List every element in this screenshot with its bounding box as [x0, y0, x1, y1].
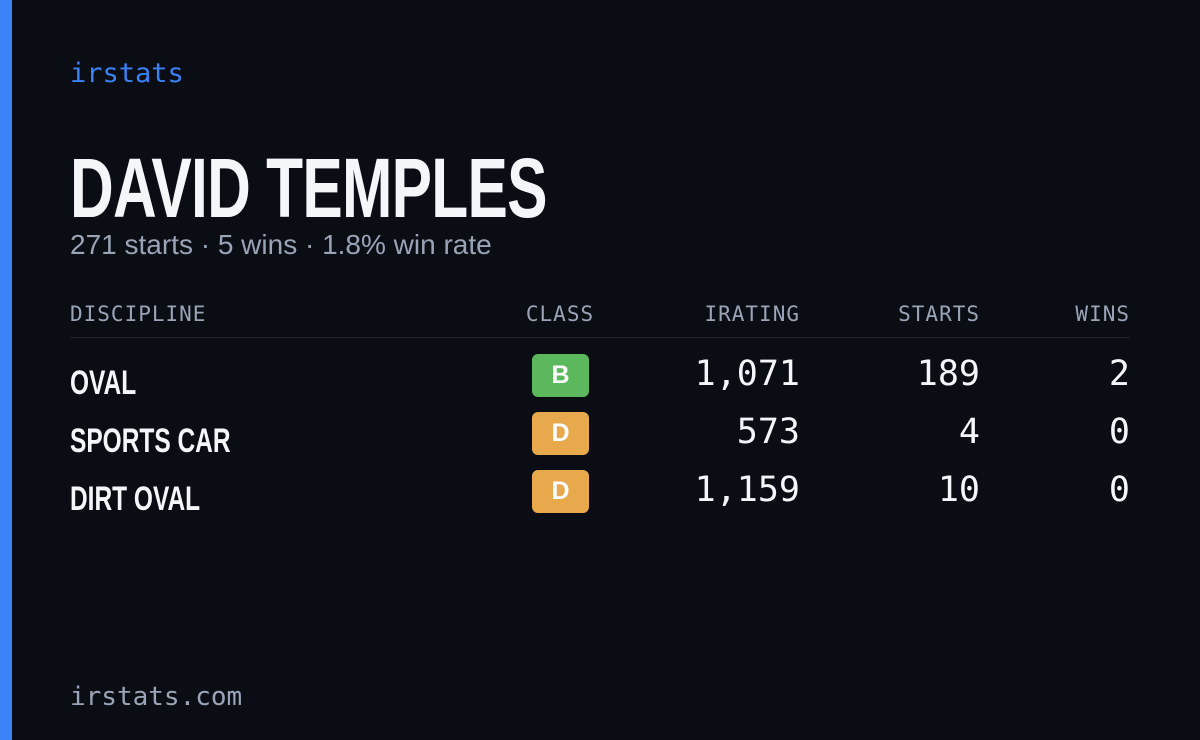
- column-header: DISCIPLINE: [70, 302, 207, 326]
- irating-value: 1,159: [694, 470, 800, 510]
- driver-summary: 271 starts · 5 wins · 1.8% win rate: [70, 229, 492, 260]
- discipline: SPORTS CAR: [70, 422, 231, 460]
- column-header: WINS: [1075, 302, 1130, 326]
- class-badge: D: [532, 470, 589, 513]
- header-rule: [70, 337, 1130, 338]
- brand: irstats: [70, 58, 184, 89]
- class-badge: B: [532, 354, 589, 397]
- starts-value: 189: [916, 354, 980, 394]
- column-header: STARTS: [898, 302, 980, 326]
- wins-value: 0: [1108, 470, 1130, 510]
- discipline: OVAL: [70, 364, 137, 402]
- wins-value: 0: [1108, 412, 1130, 452]
- column-header: CLASS: [525, 302, 595, 326]
- class-badge: D: [532, 412, 589, 455]
- wins-value: 2: [1108, 354, 1130, 394]
- discipline: DIRT OVAL: [70, 480, 201, 518]
- footer: irstats.com: [70, 682, 243, 712]
- driver-name: DAVID TEMPLES: [70, 141, 547, 235]
- irating-value: 573: [736, 412, 800, 452]
- starts-value: 10: [937, 470, 980, 510]
- starts-value: 4: [958, 412, 980, 452]
- column-header: IRATING: [704, 302, 800, 326]
- irating-value: 1,071: [694, 354, 800, 394]
- accent-bar: [0, 0, 12, 740]
